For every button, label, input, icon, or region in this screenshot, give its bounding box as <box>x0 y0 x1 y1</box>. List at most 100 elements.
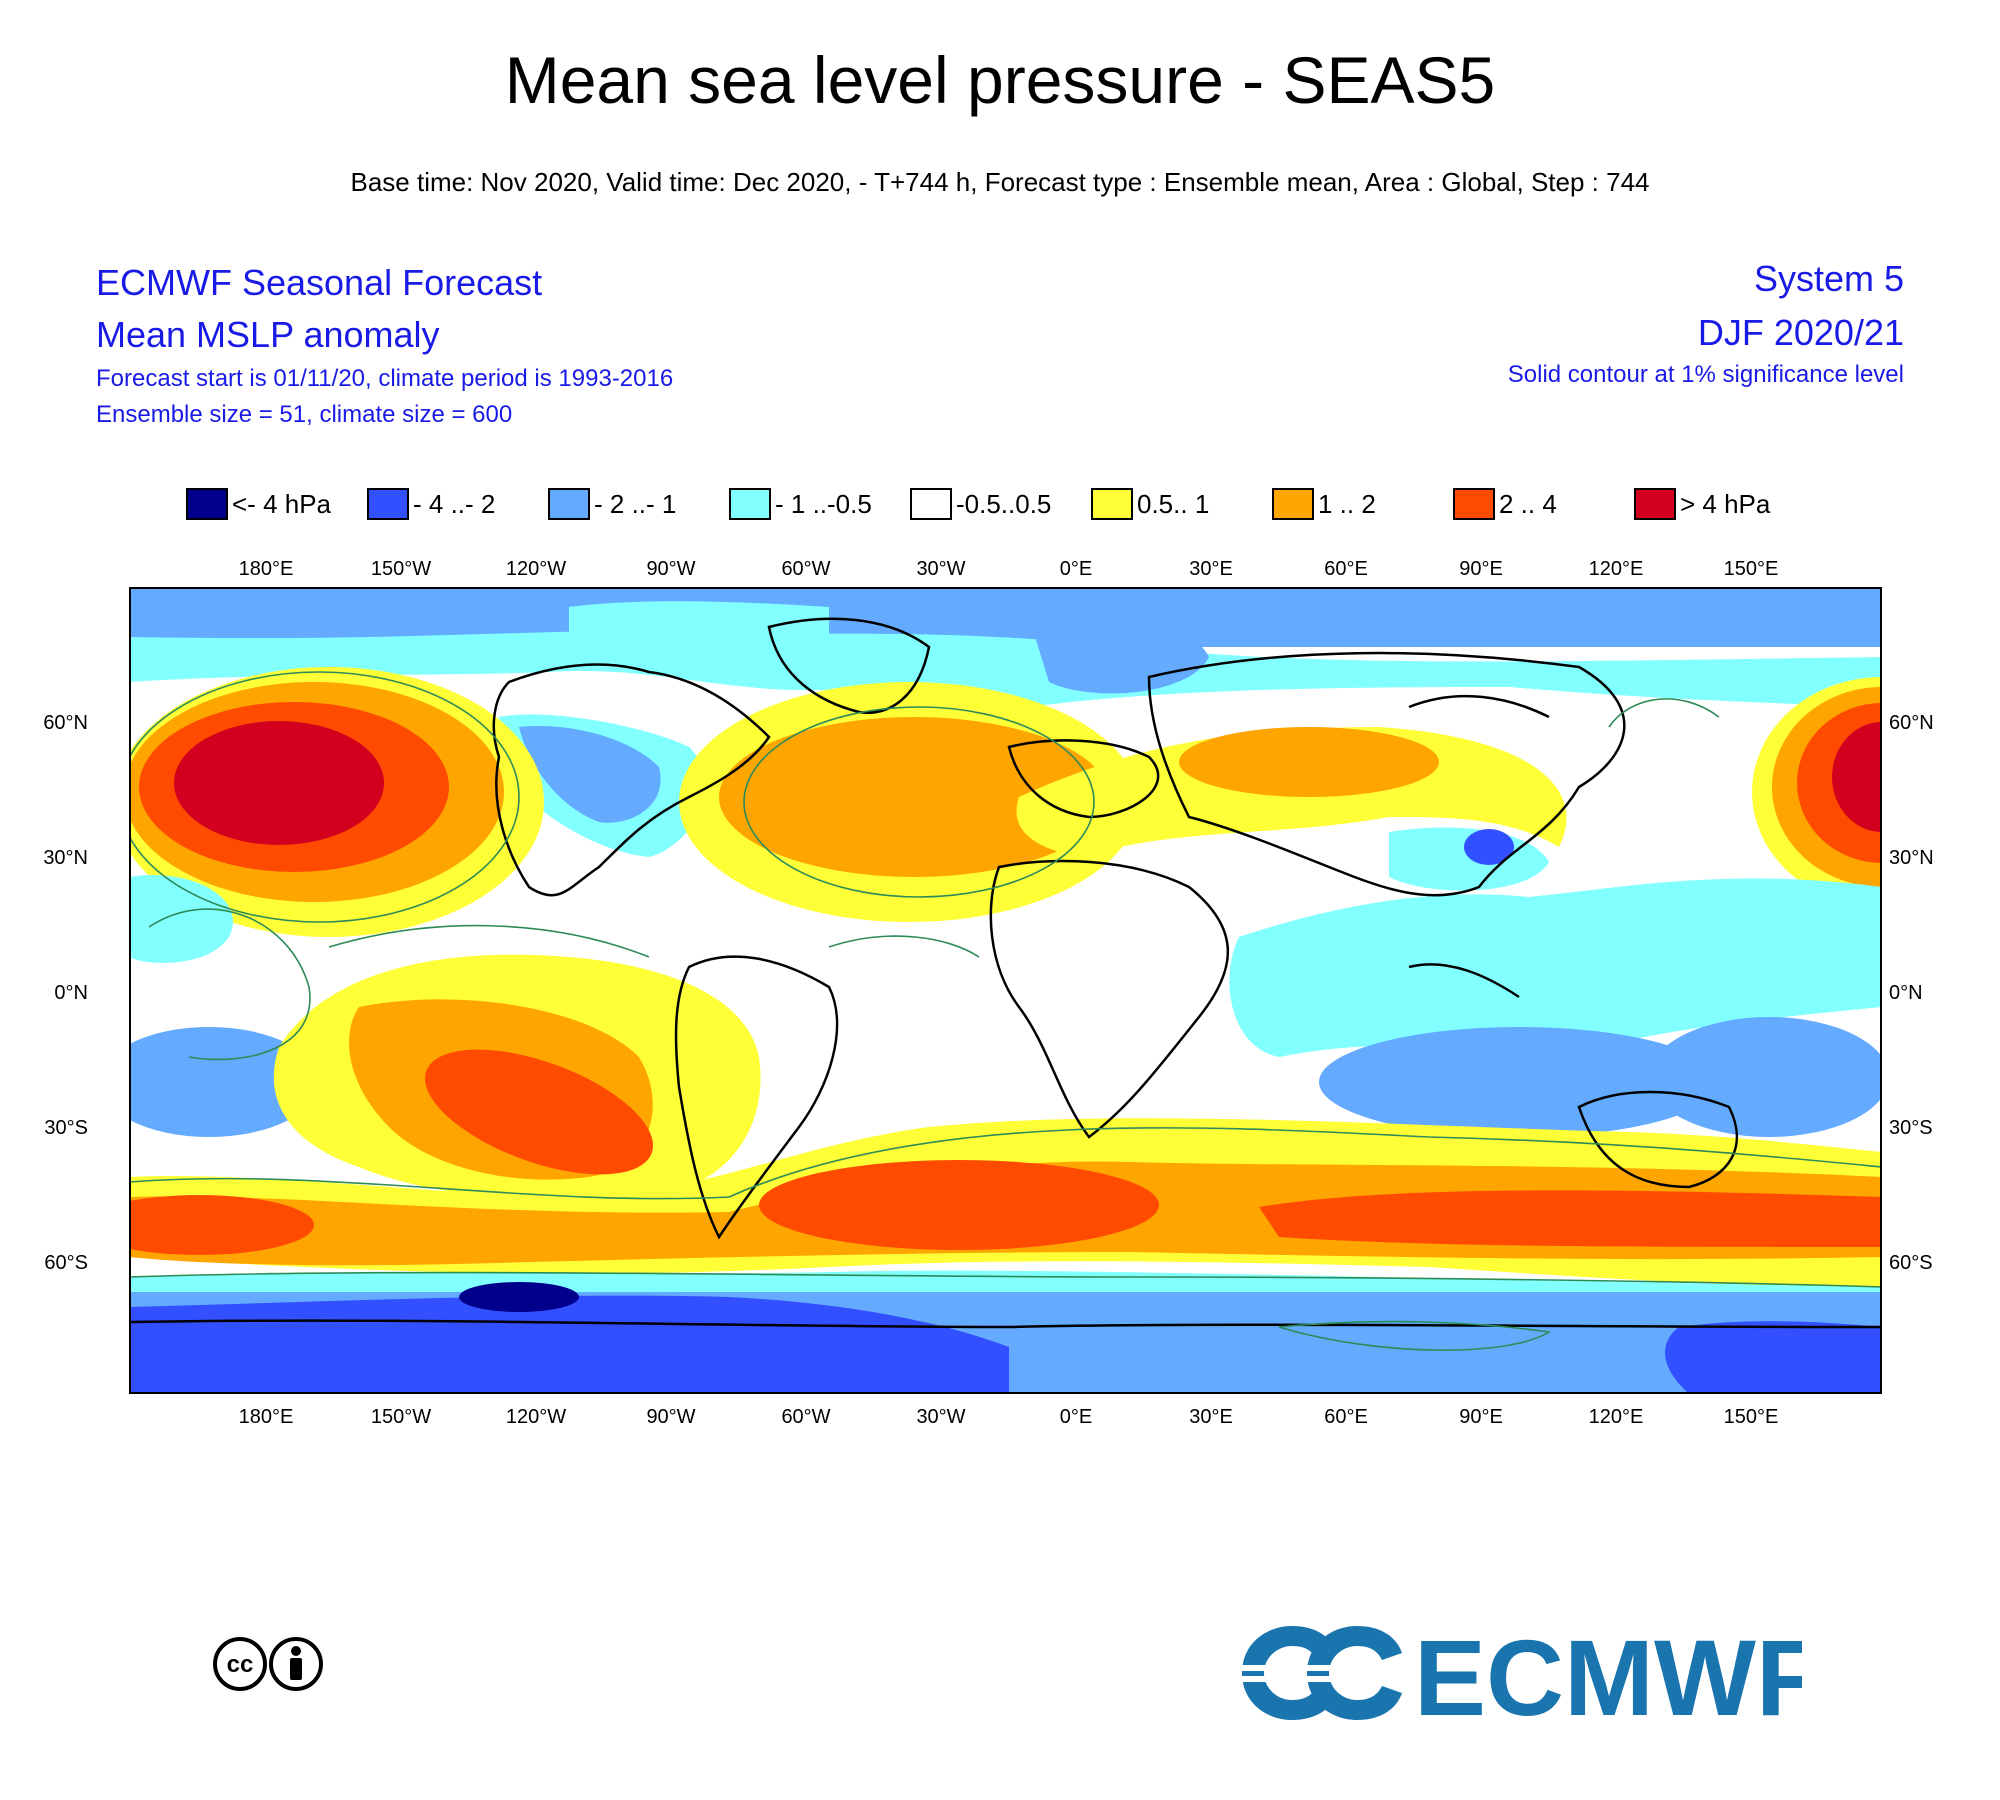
longitude-tick-label: 180°E <box>238 1406 294 1428</box>
indian-ocean-negative <box>1319 1027 1719 1137</box>
longitude-tick-label: 120°W <box>505 1406 567 1428</box>
ecmwf-logo: ECMWF <box>1232 1617 1822 1738</box>
latitude-tick-label: 30°N <box>1889 847 1934 869</box>
longitude-tick-label: 30°W <box>916 1406 966 1428</box>
longitude-tick-label: 60°E <box>1324 1406 1368 1428</box>
legend-item: <- 4 hPa <box>186 486 331 522</box>
south-pacific-west-red-orange <box>129 1195 314 1255</box>
legend-item: 1 .. 2 <box>1272 486 1376 522</box>
legend-item: -0.5..0.5 <box>910 486 1051 522</box>
legend-swatch <box>1272 488 1314 520</box>
forecast-details: Base time: Nov 2020, Valid time: Dec 202… <box>350 167 1650 197</box>
legend-swatch <box>1634 488 1676 520</box>
longitude-tick-label: 90°W <box>646 558 696 580</box>
latitude-tick-label: 60°S <box>1889 1252 1933 1274</box>
longitude-tick-label: 120°E <box>1588 1406 1644 1428</box>
coastlines <box>129 617 1882 1329</box>
legend-swatch <box>186 488 228 520</box>
significance-note: Solid contour at 1% significance level <box>1507 361 1904 388</box>
latitude-tick-label: 60°S <box>44 1252 88 1274</box>
longitude-tick-label: 150°W <box>370 558 432 580</box>
south-pacific-negative-west <box>129 1027 319 1137</box>
ecmwf-logo-text: ECMWF <box>1414 1618 1802 1728</box>
legend-swatch <box>1091 488 1133 520</box>
significance-contours <box>129 671 1882 1351</box>
eurasia-orange <box>1179 727 1439 797</box>
antarctic-max-negative <box>459 1282 579 1312</box>
longitude-tick-label: 0°E <box>1059 1406 1093 1428</box>
north-america-negative <box>519 726 661 823</box>
longitude-tick-label: 180°E <box>238 558 294 580</box>
north-pacific-max <box>174 721 384 845</box>
south-indian-red-orange <box>1259 1190 1882 1247</box>
longitude-tick-label: 120°E <box>1588 558 1644 580</box>
left-latitude-axis: 60°N 30°N 0°N 30°S 60°S <box>0 0 130 1800</box>
tibet-negative <box>1464 829 1514 865</box>
legend-label: - 2 ..- 1 <box>594 488 677 519</box>
legend-label: 1 .. 2 <box>1318 488 1376 519</box>
latitude-tick-label: 30°N <box>43 847 88 869</box>
legend-swatch <box>729 488 771 520</box>
latitude-tick-label: 30°S <box>44 1117 88 1139</box>
anomaly-map <box>129 587 1882 1394</box>
legend-label: 2 .. 4 <box>1499 488 1557 519</box>
latitude-tick-label: 0°N <box>54 982 88 1004</box>
forecast-start-note: Forecast start is 01/11/20, climate peri… <box>96 365 674 392</box>
antarctic-strong-negative-east <box>1665 1321 1882 1394</box>
map-frame <box>129 587 1882 1394</box>
latitude-tick-label: 60°N <box>1889 712 1934 734</box>
legend-item: - 2 ..- 1 <box>548 486 676 522</box>
legend-item: 2 .. 4 <box>1453 486 1557 522</box>
longitude-tick-label: 0°E <box>1059 558 1093 580</box>
longitude-tick-label: 90°E <box>1459 558 1503 580</box>
arctic-light-patch <box>569 601 829 650</box>
legend-swatch <box>910 488 952 520</box>
latitude-tick-label: 0°N <box>1889 982 1923 1004</box>
longitude-tick-label: 30°E <box>1189 1406 1233 1428</box>
legend-item: - 1 ..-0.5 <box>729 486 872 522</box>
longitude-tick-label: 150°E <box>1723 558 1779 580</box>
arctic-light-band <box>129 630 1882 707</box>
legend-swatch <box>548 488 590 520</box>
north-pacific-max-east <box>1832 722 1882 832</box>
longitude-tick-label: 90°W <box>646 1406 696 1428</box>
bottom-longitude-axis: 180°E 150°W 120°W 90°W 60°W 30°W 0°E 30°E 60°E 90… <box>0 1406 2000 1432</box>
west-pacific-light <box>129 875 233 963</box>
product-name: ECMWF Seasonal Forecast <box>96 262 543 303</box>
south-pacific-negative-east <box>1649 1017 1882 1137</box>
color-legend: <- 4 hPa - 4 ..- 2 - 2 ..- 1 - 1 ..-0.5 -0.5… <box>186 486 1826 526</box>
longitude-tick-label: 150°W <box>370 1406 432 1428</box>
ensemble-size-note: Ensemble size = 51, climate size = 600 <box>96 401 513 428</box>
longitude-tick-label: 60°E <box>1324 558 1368 580</box>
latitude-tick-label: 60°N <box>43 712 88 734</box>
longitude-tick-label: 30°W <box>916 558 966 580</box>
legend-item: 0.5.. 1 <box>1091 486 1209 522</box>
page-title: Mean sea level pressure - SEAS5 <box>504 43 1496 117</box>
legend-swatch <box>367 488 409 520</box>
longitude-tick-label: 120°W <box>505 558 567 580</box>
season-label: DJF 2020/21 <box>1697 312 1904 353</box>
legend-swatch <box>1453 488 1495 520</box>
legend-label: > 4 hPa <box>1680 488 1771 519</box>
longitude-tick-label: 30°E <box>1189 558 1233 580</box>
longitude-tick-label: 90°E <box>1459 1406 1503 1428</box>
longitude-tick-label: 60°W <box>781 558 831 580</box>
system-label: System 5 <box>1753 258 1904 299</box>
legend-label: 0.5.. 1 <box>1137 488 1210 519</box>
cc-by-icon: cc <box>210 1634 326 1699</box>
longitude-tick-label: 150°E <box>1723 1406 1779 1428</box>
parameter-name: Mean MSLP anomaly <box>96 314 440 355</box>
longitude-tick-label: 60°W <box>781 1406 831 1428</box>
legend-item: > 4 hPa <box>1634 486 1770 522</box>
legend-label: -0.5..0.5 <box>956 488 1052 519</box>
indian-ocean-light <box>1229 878 1882 1057</box>
right-latitude-axis: 60°N 30°N 0°N 30°S 60°S <box>1885 0 2000 1800</box>
latitude-tick-label: 30°S <box>1889 1117 1933 1139</box>
legend-label: - 1 ..-0.5 <box>775 488 872 519</box>
south-pacific-red-orange <box>424 1049 654 1175</box>
south-atlantic-red-orange <box>759 1160 1159 1250</box>
top-longitude-axis: 180°E 150°W 120°W 90°W 60°W 30°W 0°E 30°E 60°E 90… <box>0 558 2000 584</box>
svg-text:cc: cc <box>227 1651 254 1678</box>
legend-label: <- 4 hPa <box>232 488 332 519</box>
legend-item: - 4 ..- 2 <box>367 486 495 522</box>
